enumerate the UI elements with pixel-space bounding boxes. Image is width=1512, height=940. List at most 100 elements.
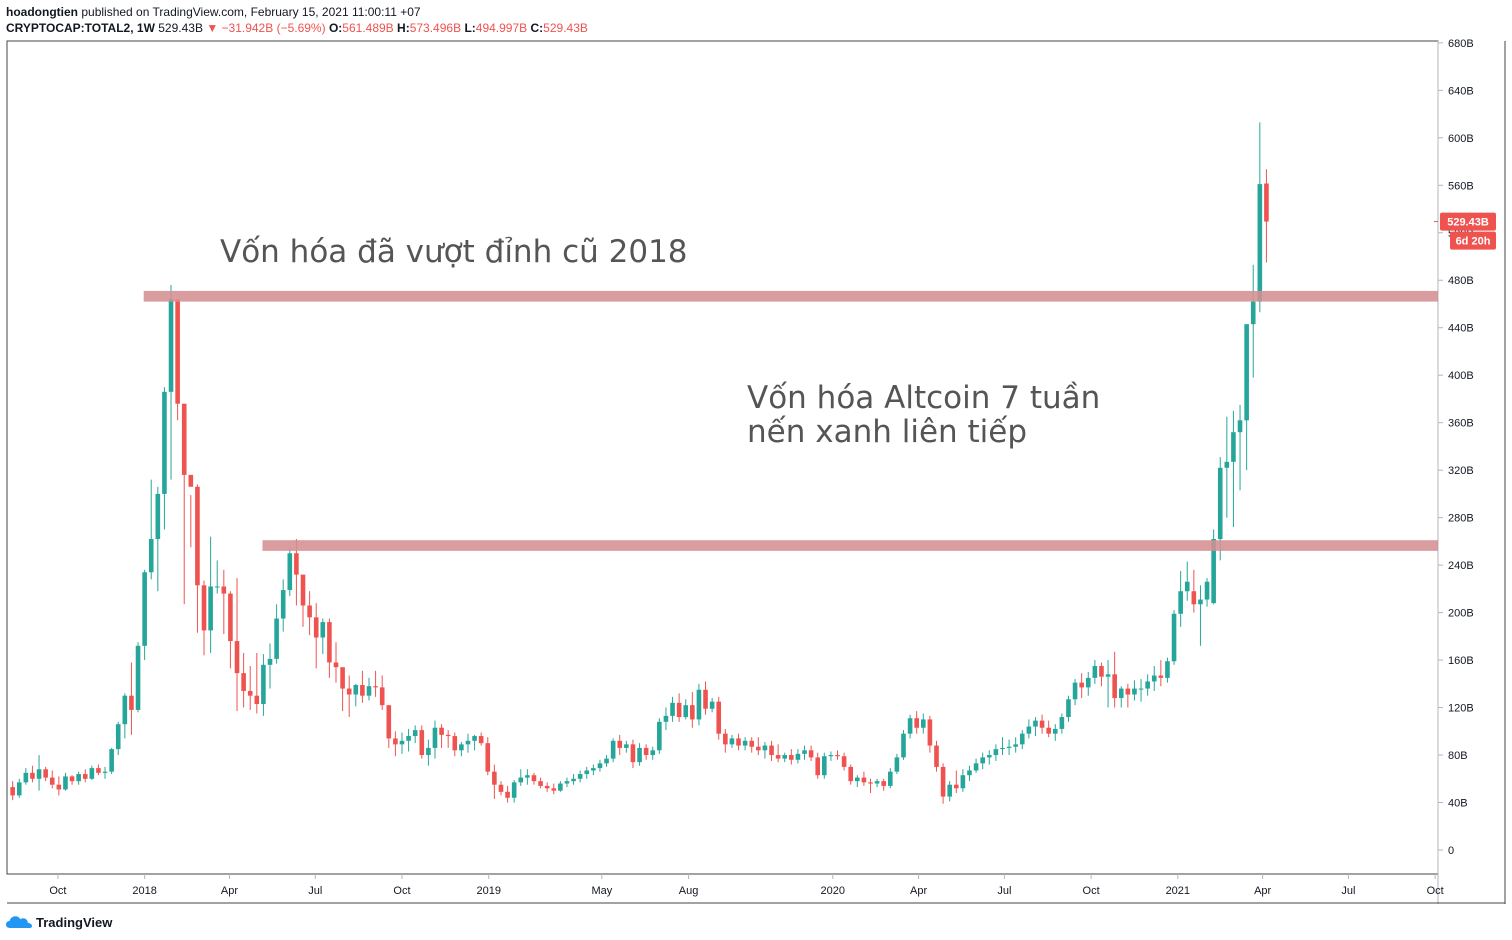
candle-body[interactable] — [914, 718, 919, 728]
candle-body[interactable] — [1231, 432, 1236, 462]
annotation-text[interactable]: Vốn hóa Altcoin 7 tuần — [747, 380, 1100, 416]
candle-body[interactable] — [993, 749, 999, 756]
candle-body[interactable] — [577, 774, 583, 779]
candle-body[interactable] — [109, 749, 114, 772]
candle-body[interactable] — [69, 776, 75, 782]
candle-body[interactable] — [366, 686, 372, 696]
candle-body[interactable] — [564, 781, 570, 784]
candle-body[interactable] — [683, 705, 689, 718]
candle-body[interactable] — [1079, 682, 1084, 688]
candle-body[interactable] — [617, 740, 623, 748]
candle-body[interactable] — [300, 574, 306, 606]
candle-body[interactable] — [591, 768, 596, 771]
candle-body[interactable] — [406, 736, 411, 741]
candle-body[interactable] — [76, 774, 81, 782]
candle-body[interactable] — [1145, 681, 1150, 689]
candle-body[interactable] — [498, 784, 504, 792]
candle-body[interactable] — [379, 687, 385, 706]
candle-body[interactable] — [135, 645, 141, 710]
candle-body[interactable] — [571, 778, 576, 782]
author-name[interactable]: hoadongtien — [6, 5, 78, 19]
candle-body[interactable] — [749, 740, 755, 747]
candle-body[interactable] — [920, 719, 926, 728]
candle-body[interactable] — [478, 736, 484, 744]
candle-body[interactable] — [696, 689, 702, 720]
candle-body[interactable] — [637, 747, 642, 763]
candle-body[interactable] — [657, 721, 662, 751]
candle-body[interactable] — [1019, 733, 1025, 745]
candle-body[interactable] — [525, 775, 530, 778]
candle-body[interactable] — [544, 785, 550, 789]
candle-body[interactable] — [1013, 744, 1018, 747]
candle-body[interactable] — [511, 782, 517, 798]
candle-body[interactable] — [558, 783, 563, 791]
candle-body[interactable] — [736, 738, 741, 746]
candle-body[interactable] — [1125, 688, 1131, 695]
candle-body[interactable] — [1059, 717, 1065, 729]
candle-body[interactable] — [1026, 726, 1032, 734]
candle-body[interactable] — [986, 755, 992, 758]
candle-body[interactable] — [650, 750, 656, 756]
candle-body[interactable] — [1158, 675, 1164, 678]
candle-body[interactable] — [676, 702, 682, 718]
candle-body[interactable] — [762, 745, 768, 751]
candle-body[interactable] — [280, 590, 286, 619]
candle-body[interactable] — [1237, 420, 1243, 433]
candle-body[interactable] — [538, 781, 543, 786]
candle-body[interactable] — [1099, 666, 1104, 677]
candle-body[interactable] — [142, 572, 147, 646]
candle-body[interactable] — [881, 781, 886, 786]
candle-body[interactable] — [459, 744, 464, 751]
candle-body[interactable] — [195, 486, 200, 586]
candle-body[interactable] — [221, 586, 227, 594]
candle-body[interactable] — [254, 695, 260, 704]
candle-body[interactable] — [96, 768, 101, 773]
candle-body[interactable] — [419, 730, 425, 756]
candle-body[interactable] — [175, 299, 180, 404]
candle-body[interactable] — [155, 493, 161, 540]
candle-body[interactable] — [716, 701, 722, 734]
candle-body[interactable] — [492, 771, 497, 785]
candle-body[interactable] — [1244, 324, 1249, 421]
candle-body[interactable] — [1006, 746, 1012, 748]
candle-body[interactable] — [1184, 581, 1190, 592]
candle-body[interactable] — [267, 658, 273, 665]
candle-body[interactable] — [102, 771, 108, 773]
candle-body[interactable] — [815, 757, 821, 776]
candle-body[interactable] — [168, 299, 174, 392]
candle-body[interactable] — [360, 685, 365, 696]
candle-body[interactable] — [1072, 682, 1078, 700]
candle-body[interactable] — [531, 775, 537, 782]
resistance-zone-2018-high[interactable] — [143, 290, 1439, 302]
candle-body[interactable] — [327, 622, 332, 663]
candle-body[interactable] — [287, 553, 293, 591]
candle-body[interactable] — [261, 664, 266, 704]
candle-body[interactable] — [1085, 677, 1091, 688]
tradingview-logo-icon[interactable] — [6, 915, 32, 929]
candle-body[interactable] — [412, 730, 418, 737]
candle-body[interactable] — [63, 776, 68, 790]
candle-body[interactable] — [346, 688, 352, 695]
candle-body[interactable] — [10, 787, 15, 796]
candle-body[interactable] — [723, 733, 728, 745]
candle-body[interactable] — [1178, 591, 1183, 614]
candle-body[interactable] — [49, 777, 55, 785]
candle-body[interactable] — [485, 743, 491, 772]
candle-body[interactable] — [643, 747, 649, 756]
candle-body[interactable] — [828, 755, 834, 757]
candle-body[interactable] — [584, 770, 590, 775]
candle-body[interactable] — [1257, 184, 1263, 302]
candle-body[interactable] — [228, 593, 233, 642]
candle-body[interactable] — [894, 757, 900, 772]
candle-body[interactable] — [56, 784, 62, 790]
candle-body[interactable] — [432, 727, 438, 748]
candle-body[interactable] — [452, 736, 458, 751]
candle-body[interactable] — [353, 685, 359, 695]
candle-body[interactable] — [967, 770, 972, 776]
candle-body[interactable] — [604, 758, 609, 764]
candle-body[interactable] — [373, 686, 378, 688]
candle-body[interactable] — [789, 755, 794, 760]
candle-body[interactable] — [1000, 747, 1005, 750]
candle-body[interactable] — [663, 715, 669, 722]
candle-body[interactable] — [907, 718, 913, 734]
